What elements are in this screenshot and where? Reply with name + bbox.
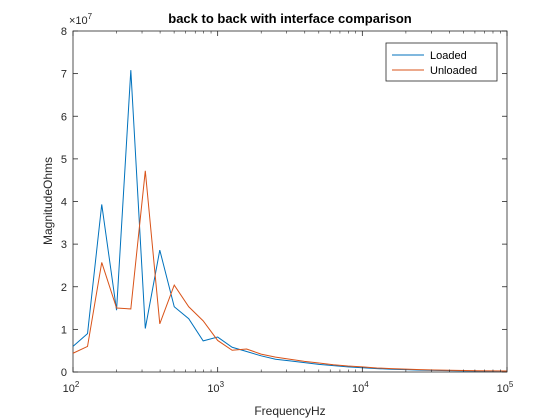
y-tick-label: 0 [61,367,67,379]
x-tick-label: 103 [207,380,224,395]
y-tick-label: 6 [61,111,67,123]
y-tick-label: 5 [61,154,67,166]
y-axis-label: MagnitudeOhms [41,157,55,245]
plot-area: 102 103 104 105 0 1 2 3 4 5 6 7 8×107 Loaded Unloaded [61,12,514,395]
x-tick-label: 105 [497,380,514,395]
y-tick-label: 1 [61,324,67,336]
x-axis-label: FrequencyHz [254,404,325,418]
legend-label-loaded: Loaded [430,50,467,62]
y-tick-label: 3 [61,239,67,251]
x-tick-label: 102 [63,380,80,395]
series-line-unloaded [72,170,508,372]
y-tick-label: 7 [61,69,67,81]
y-tick-label: 8 [61,26,67,38]
axes-box [72,30,508,373]
x-tick-label: 104 [352,380,369,395]
y-exponent-label: ×107 [69,12,93,27]
legend-box [385,42,498,82]
y-tick-label: 2 [61,282,67,294]
y-tick-label: 4 [61,197,67,209]
legend-label-unloaded: Unloaded [430,65,477,77]
chart-title: back to back with interface comparison [168,11,412,26]
